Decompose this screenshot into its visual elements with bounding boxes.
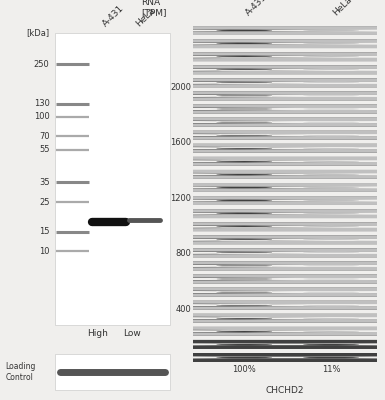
- FancyBboxPatch shape: [0, 340, 385, 349]
- FancyBboxPatch shape: [0, 157, 385, 166]
- FancyBboxPatch shape: [0, 314, 385, 323]
- FancyBboxPatch shape: [0, 131, 385, 140]
- FancyBboxPatch shape: [0, 262, 385, 270]
- Text: 25: 25: [39, 198, 50, 206]
- FancyBboxPatch shape: [0, 301, 385, 310]
- FancyBboxPatch shape: [0, 78, 385, 87]
- FancyBboxPatch shape: [0, 52, 385, 61]
- FancyBboxPatch shape: [0, 209, 385, 218]
- FancyBboxPatch shape: [0, 92, 385, 100]
- Text: CHCHD2: CHCHD2: [266, 386, 304, 395]
- Text: Low: Low: [123, 329, 141, 338]
- FancyBboxPatch shape: [0, 104, 385, 114]
- FancyBboxPatch shape: [0, 353, 385, 362]
- FancyBboxPatch shape: [0, 274, 385, 284]
- FancyBboxPatch shape: [0, 144, 385, 153]
- Text: High: High: [87, 329, 108, 338]
- FancyBboxPatch shape: [0, 274, 385, 284]
- FancyBboxPatch shape: [0, 26, 385, 35]
- Text: A-431: A-431: [101, 3, 126, 28]
- Text: RNA
[TPM]: RNA [TPM]: [141, 0, 166, 17]
- FancyBboxPatch shape: [0, 144, 385, 153]
- FancyBboxPatch shape: [0, 235, 385, 244]
- FancyBboxPatch shape: [0, 65, 385, 74]
- Text: 55: 55: [39, 145, 50, 154]
- Bar: [55, 33, 170, 325]
- FancyBboxPatch shape: [0, 65, 385, 74]
- Text: A-431: A-431: [244, 0, 269, 17]
- FancyBboxPatch shape: [0, 327, 385, 336]
- Text: [kDa]: [kDa]: [27, 28, 50, 37]
- Text: 15: 15: [39, 227, 50, 236]
- FancyBboxPatch shape: [0, 235, 385, 244]
- FancyBboxPatch shape: [0, 248, 385, 257]
- FancyBboxPatch shape: [0, 196, 385, 205]
- Text: 130: 130: [34, 99, 50, 108]
- Text: 70: 70: [39, 132, 50, 141]
- Text: 250: 250: [34, 60, 50, 69]
- FancyBboxPatch shape: [0, 262, 385, 270]
- Text: HeLa: HeLa: [134, 6, 157, 28]
- FancyBboxPatch shape: [0, 92, 385, 100]
- FancyBboxPatch shape: [0, 157, 385, 166]
- FancyBboxPatch shape: [0, 183, 385, 192]
- FancyBboxPatch shape: [0, 170, 385, 179]
- FancyBboxPatch shape: [0, 196, 385, 205]
- FancyBboxPatch shape: [0, 118, 385, 126]
- FancyBboxPatch shape: [0, 288, 385, 296]
- FancyBboxPatch shape: [0, 340, 385, 349]
- FancyBboxPatch shape: [0, 39, 385, 48]
- FancyBboxPatch shape: [0, 118, 385, 126]
- FancyBboxPatch shape: [0, 183, 385, 192]
- Text: HeLa: HeLa: [331, 0, 354, 17]
- FancyBboxPatch shape: [0, 52, 385, 61]
- FancyBboxPatch shape: [0, 248, 385, 257]
- FancyBboxPatch shape: [0, 78, 385, 87]
- FancyBboxPatch shape: [0, 301, 385, 310]
- FancyBboxPatch shape: [0, 39, 385, 48]
- FancyBboxPatch shape: [0, 131, 385, 140]
- FancyBboxPatch shape: [0, 314, 385, 323]
- FancyBboxPatch shape: [0, 288, 385, 296]
- Text: 10: 10: [39, 247, 50, 256]
- FancyBboxPatch shape: [0, 170, 385, 179]
- Bar: [55, 354, 170, 390]
- FancyBboxPatch shape: [0, 222, 385, 231]
- FancyBboxPatch shape: [0, 26, 385, 35]
- Text: 100: 100: [34, 112, 50, 121]
- Text: Loading
Control: Loading Control: [5, 362, 36, 382]
- FancyBboxPatch shape: [0, 222, 385, 231]
- FancyBboxPatch shape: [0, 209, 385, 218]
- FancyBboxPatch shape: [0, 327, 385, 336]
- FancyBboxPatch shape: [0, 104, 385, 114]
- Text: 35: 35: [39, 178, 50, 187]
- FancyBboxPatch shape: [0, 353, 385, 362]
